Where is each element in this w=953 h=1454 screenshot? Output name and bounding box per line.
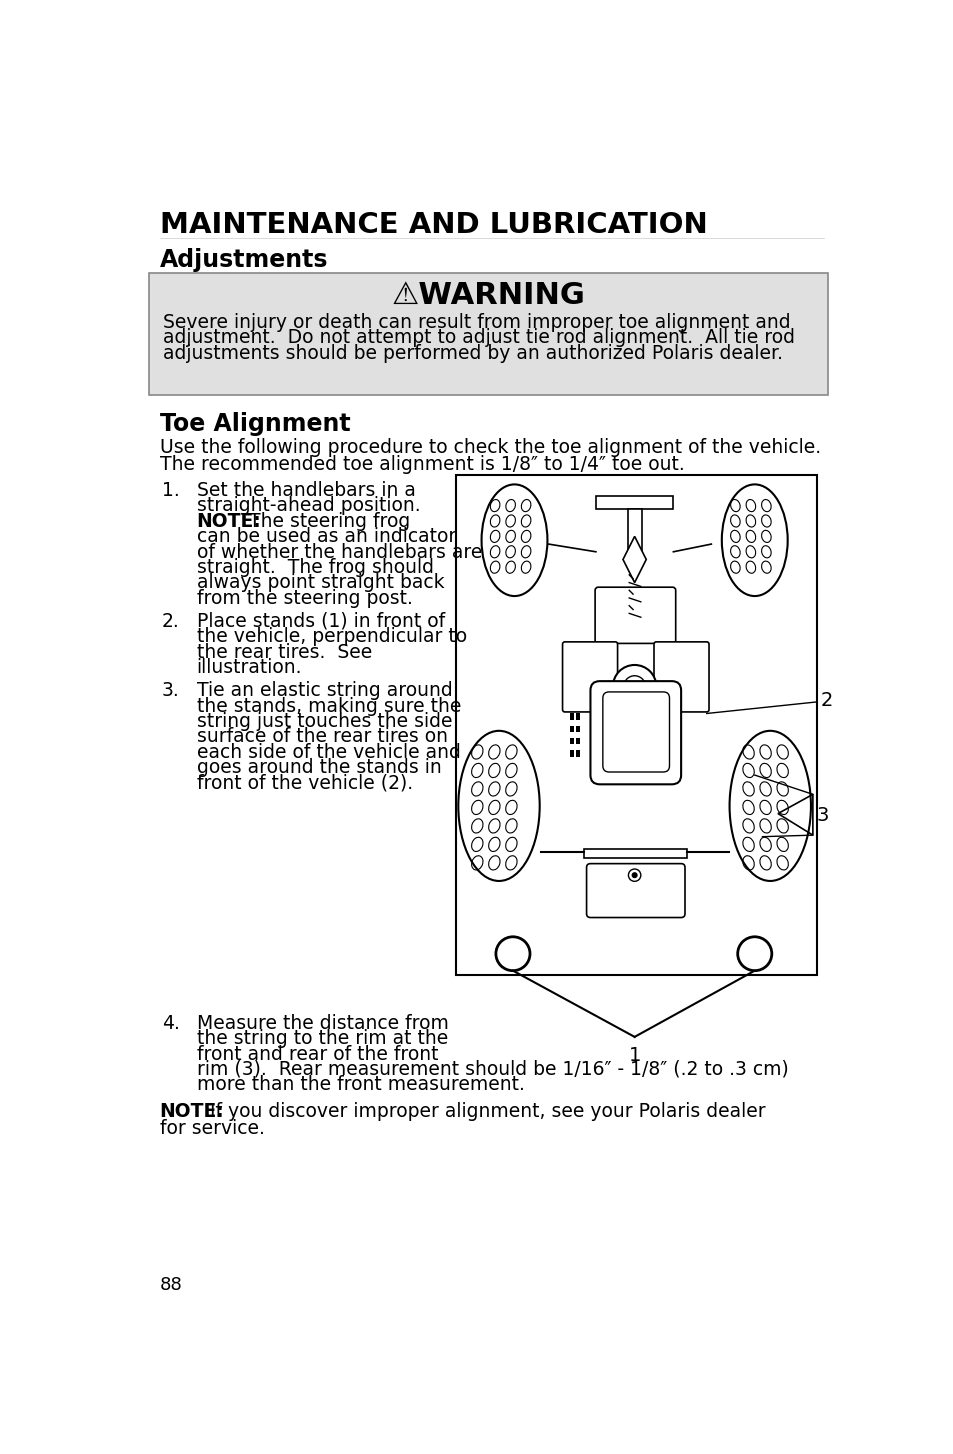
Text: Adjustments: Adjustments: [159, 247, 328, 272]
Text: NOTE:: NOTE:: [196, 512, 261, 531]
Text: the vehicle, perpendicular to: the vehicle, perpendicular to: [196, 627, 466, 646]
Bar: [570, 750, 574, 756]
FancyBboxPatch shape: [602, 692, 669, 772]
FancyBboxPatch shape: [586, 864, 684, 917]
Text: from the steering post.: from the steering post.: [196, 589, 413, 608]
Text: Severe injury or death can result from improper toe alignment and: Severe injury or death can result from i…: [162, 313, 789, 332]
Bar: [576, 739, 579, 744]
Text: 1: 1: [628, 1045, 640, 1066]
Bar: [661, 726, 665, 731]
Ellipse shape: [721, 484, 787, 596]
Text: 3.: 3.: [162, 680, 179, 701]
Text: 2: 2: [820, 691, 832, 710]
FancyBboxPatch shape: [456, 475, 816, 976]
Polygon shape: [622, 537, 645, 583]
Text: If you discover improper alignment, see your Polaris dealer: If you discover improper alignment, see …: [198, 1102, 765, 1121]
Bar: [667, 739, 671, 744]
Text: 3: 3: [816, 806, 828, 824]
Text: more than the front measurement.: more than the front measurement.: [196, 1076, 524, 1095]
Text: the stands, making sure the: the stands, making sure the: [196, 696, 460, 715]
Text: 2.: 2.: [162, 612, 179, 631]
Text: straight.  The frog should: straight. The frog should: [196, 558, 434, 577]
Text: front of the vehicle (2).: front of the vehicle (2).: [196, 774, 413, 792]
Bar: [570, 726, 574, 731]
Bar: [661, 739, 665, 744]
Bar: [667, 726, 671, 731]
Bar: [576, 714, 579, 720]
Bar: [667, 750, 671, 756]
Text: 88: 88: [159, 1275, 182, 1294]
Circle shape: [737, 936, 771, 971]
Text: the string to the rim at the: the string to the rim at the: [196, 1029, 448, 1048]
Text: MAINTENANCE AND LUBRICATION: MAINTENANCE AND LUBRICATION: [159, 211, 706, 240]
Text: always point straight back: always point straight back: [196, 573, 444, 592]
Text: of whether the handlebars are: of whether the handlebars are: [196, 542, 481, 561]
Text: NOTE:: NOTE:: [159, 1102, 224, 1121]
Bar: [596, 496, 673, 509]
Bar: [667, 714, 671, 720]
Text: Set the handlebars in a: Set the handlebars in a: [196, 481, 416, 500]
Text: Measure the distance from: Measure the distance from: [196, 1013, 448, 1032]
Ellipse shape: [481, 484, 547, 596]
Text: illustration.: illustration.: [196, 659, 302, 678]
Bar: [576, 726, 579, 731]
Text: The steering frog: The steering frog: [236, 512, 410, 531]
FancyBboxPatch shape: [654, 641, 708, 712]
Ellipse shape: [729, 731, 810, 881]
Text: front and rear of the front: front and rear of the front: [196, 1044, 437, 1063]
Text: rim (3).  Rear measurement should be 1/16″ - 1/8″ (.2 to .3 cm): rim (3). Rear measurement should be 1/16…: [196, 1060, 788, 1079]
Text: straight-ahead position.: straight-ahead position.: [196, 496, 420, 515]
Bar: [654, 891, 665, 900]
Bar: [570, 739, 574, 744]
Text: adjustments should be performed by an authorized Polaris dealer.: adjustments should be performed by an au…: [162, 345, 781, 364]
FancyBboxPatch shape: [562, 641, 617, 712]
Text: string just touches the side: string just touches the side: [196, 712, 452, 731]
Text: Place stands (1) in front of: Place stands (1) in front of: [196, 612, 444, 631]
FancyBboxPatch shape: [149, 273, 827, 394]
Bar: [628, 509, 641, 567]
Circle shape: [632, 872, 637, 878]
Bar: [583, 849, 686, 858]
FancyBboxPatch shape: [590, 680, 680, 784]
Text: Tie an elastic string around: Tie an elastic string around: [196, 680, 452, 701]
Bar: [576, 750, 579, 756]
Text: 1.: 1.: [162, 481, 179, 500]
Text: surface of the rear tires on: surface of the rear tires on: [196, 727, 447, 746]
Bar: [570, 714, 574, 720]
Text: for service.: for service.: [159, 1120, 264, 1138]
Circle shape: [623, 676, 645, 698]
Text: The recommended toe alignment is 1/8″ to 1/4″ toe out.: The recommended toe alignment is 1/8″ to…: [159, 455, 683, 474]
Text: Toe Alignment: Toe Alignment: [159, 411, 350, 436]
Bar: [605, 891, 617, 900]
Text: each side of the vehicle and: each side of the vehicle and: [196, 743, 460, 762]
Text: the rear tires.  See: the rear tires. See: [196, 643, 372, 662]
Bar: [661, 714, 665, 720]
Circle shape: [612, 664, 656, 708]
Circle shape: [496, 936, 530, 971]
Text: can be used as an indicator: can be used as an indicator: [196, 528, 456, 547]
Text: ⚠WARNING: ⚠WARNING: [392, 281, 585, 310]
Bar: [661, 750, 665, 756]
Text: goes around the stands in: goes around the stands in: [196, 758, 441, 776]
Ellipse shape: [457, 731, 539, 881]
Text: adjustment.  Do not attempt to adjust tie rod alignment.  All tie rod: adjustment. Do not attempt to adjust tie…: [162, 329, 794, 348]
FancyBboxPatch shape: [595, 587, 675, 644]
Text: 4.: 4.: [162, 1013, 179, 1032]
Text: Use the following procedure to check the toe alignment of the vehicle.: Use the following procedure to check the…: [159, 438, 820, 457]
